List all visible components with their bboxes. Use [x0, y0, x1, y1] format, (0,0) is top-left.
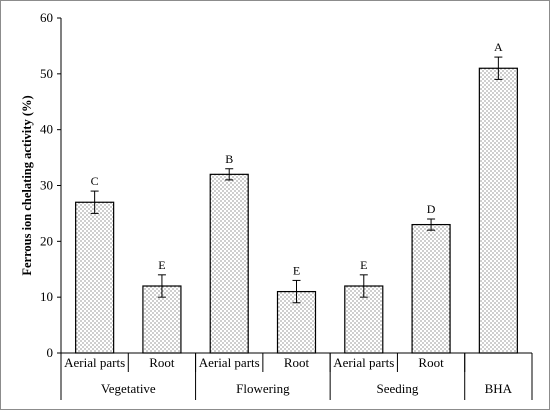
y-tick-label: 50 [40, 66, 53, 81]
y-tick-label: 30 [40, 178, 53, 193]
y-tick-label: 60 [40, 10, 53, 25]
bar [478, 67, 518, 354]
x-group-label: Flowering [236, 381, 290, 396]
y-tick-label: 20 [40, 233, 53, 248]
x-group-label: BHA [485, 381, 513, 396]
x-group-label: Seeding [376, 381, 418, 396]
x-category-label: Root [418, 355, 444, 370]
x-group-label: Vegetative [101, 381, 156, 396]
x-category-label: Root [284, 355, 310, 370]
x-category-label: Aerial parts [333, 355, 394, 370]
significance-label: B [225, 152, 233, 166]
y-axis-title: Ferrous ion chelating activity (%) [20, 95, 34, 275]
x-category-label: Root [149, 355, 175, 370]
significance-label: E [293, 263, 300, 277]
x-category-label: Aerial parts [199, 355, 260, 370]
y-tick-label: 40 [40, 122, 53, 137]
y-tick-label: 0 [47, 345, 54, 360]
significance-label: E [158, 258, 165, 272]
bar [209, 173, 249, 354]
significance-label: E [360, 258, 367, 272]
significance-label: D [427, 202, 436, 216]
bar [75, 201, 115, 354]
x-category-label: Aerial parts [64, 355, 125, 370]
significance-label: C [91, 174, 99, 188]
bar [411, 223, 451, 354]
y-tick-label: 10 [40, 289, 53, 304]
significance-label: A [494, 40, 503, 54]
